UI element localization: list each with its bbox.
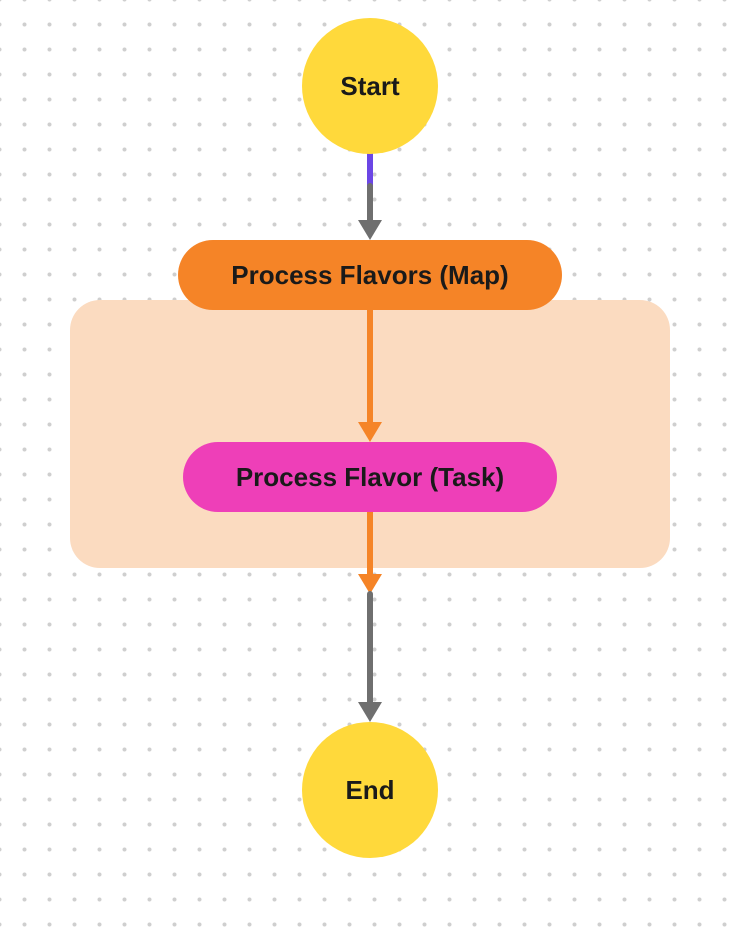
end-node-label: End xyxy=(345,775,394,806)
process-map-node: Process Flavors (Map) xyxy=(178,240,562,310)
start-node: Start xyxy=(302,18,438,154)
end-node: End xyxy=(302,722,438,858)
start-node-label: Start xyxy=(340,71,399,102)
process-task-label: Process Flavor (Task) xyxy=(236,462,504,493)
flowchart-canvas: Start Process Flavors (Map) Process Flav… xyxy=(0,0,740,942)
process-task-node: Process Flavor (Task) xyxy=(183,442,557,512)
map-container-box xyxy=(70,300,670,568)
process-map-label: Process Flavors (Map) xyxy=(231,260,508,291)
